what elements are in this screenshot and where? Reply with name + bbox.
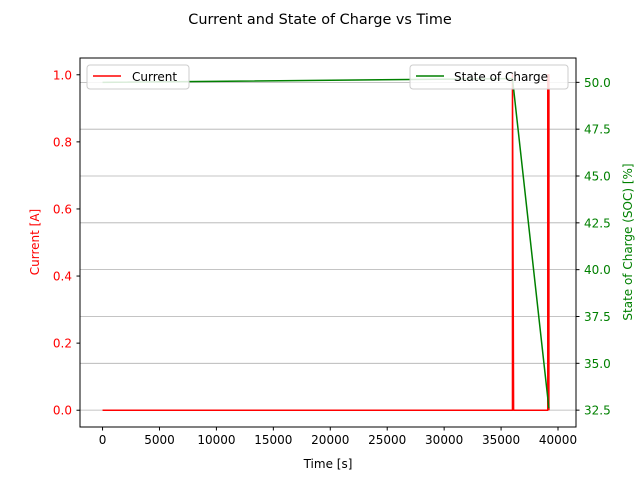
x-tick-label: 30000 bbox=[425, 433, 463, 447]
axes-frame bbox=[79, 57, 577, 428]
legend-soc-box bbox=[409, 64, 569, 90]
x-tick-label: 40000 bbox=[539, 433, 577, 447]
x-tick-label: 35000 bbox=[482, 433, 520, 447]
right-y-axis: 32.5 35.0 37.5 40.0 42.5 45.0 47.5 50.0 bbox=[576, 76, 611, 418]
right-tick-label: 50.0 bbox=[584, 76, 611, 90]
right-tick-label: 45.0 bbox=[584, 170, 611, 184]
x-tick-label: 20000 bbox=[311, 433, 349, 447]
right-tick-label: 47.5 bbox=[584, 123, 611, 137]
x-axis: 0 5000 10000 15000 20000 25000 30000 35000 40000 bbox=[99, 427, 577, 447]
x-tick-label: 0 bbox=[99, 433, 107, 447]
legend-current: Current bbox=[86, 64, 190, 90]
left-tick-label: 0.8 bbox=[53, 135, 72, 149]
left-tick-label: 0.6 bbox=[53, 202, 72, 216]
legend-current-box bbox=[86, 64, 190, 90]
right-tick-label: 42.5 bbox=[584, 216, 611, 230]
x-tick-label: 5000 bbox=[144, 433, 175, 447]
chart-title: Current and State of Charge vs Time bbox=[188, 12, 452, 28]
left-y-axis: 0.0 0.2 0.4 0.6 0.8 1.0 bbox=[53, 68, 80, 418]
legend-soc: State of Charge bbox=[409, 64, 569, 90]
right-tick-label: 37.5 bbox=[584, 310, 611, 324]
left-tick-label: 0.4 bbox=[53, 270, 72, 284]
x-axis-label: Time [s] bbox=[303, 457, 353, 471]
x-tick-label: 15000 bbox=[254, 433, 292, 447]
left-tick-label: 0.2 bbox=[53, 337, 72, 351]
left-axis-label: Current [A] bbox=[28, 209, 42, 275]
left-tick-label: 1.0 bbox=[53, 68, 72, 82]
left-tick-label: 0.0 bbox=[53, 404, 72, 418]
right-tick-label: 32.5 bbox=[584, 404, 611, 418]
x-tick-label: 10000 bbox=[197, 433, 235, 447]
x-tick-label: 25000 bbox=[368, 433, 406, 447]
legend-current-label: Current bbox=[132, 70, 177, 84]
right-axis-label: State of Charge (SOC) [%] bbox=[621, 163, 635, 320]
right-tick-label: 35.0 bbox=[584, 357, 611, 371]
legend-soc-label: State of Charge bbox=[454, 70, 548, 84]
right-tick-label: 40.0 bbox=[584, 263, 611, 277]
